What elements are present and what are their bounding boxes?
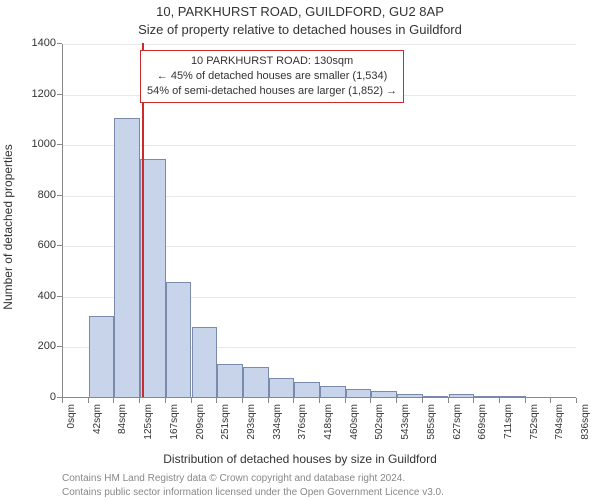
histogram-bar (192, 327, 218, 397)
chart-container: 10, PARKHURST ROAD, GUILDFORD, GU2 8AP S… (0, 0, 600, 500)
histogram-bar (320, 386, 346, 397)
histogram-bar (500, 396, 526, 397)
histogram-bar (449, 394, 475, 397)
y-tick-label: 1000 (0, 138, 56, 150)
footer-attribution: Contains HM Land Registry data © Crown c… (62, 472, 444, 499)
x-tick-label: 836sqm (580, 404, 600, 444)
chart-title: 10, PARKHURST ROAD, GUILDFORD, GU2 8AP (0, 4, 600, 19)
histogram-bar (114, 118, 140, 397)
footer-line-2: Contains public sector information licen… (62, 486, 444, 500)
y-tick-label: 800 (0, 189, 56, 201)
histogram-bar (140, 159, 166, 397)
histogram-bar (371, 391, 397, 397)
histogram-bar (217, 364, 243, 397)
info-line-3: 54% of semi-detached houses are larger (… (147, 84, 397, 99)
histogram-bar (397, 394, 423, 397)
y-tick-label: 400 (0, 290, 56, 302)
y-tick-label: 1200 (0, 88, 56, 100)
histogram-bar (423, 396, 449, 397)
chart-subtitle: Size of property relative to detached ho… (0, 22, 600, 37)
histogram-bar (89, 316, 115, 397)
histogram-bar (243, 367, 269, 397)
histogram-bar (294, 382, 320, 397)
x-axis-label: Distribution of detached houses by size … (0, 452, 600, 466)
histogram-bar (269, 378, 295, 397)
y-tick-label: 0 (0, 391, 56, 403)
info-line-2: ← 45% of detached houses are smaller (1,… (147, 69, 397, 84)
histogram-bar (346, 389, 372, 397)
y-axis-label: Number of detached properties (1, 144, 15, 309)
histogram-bar (166, 282, 192, 397)
y-tick-label: 200 (0, 340, 56, 352)
info-line-1: 10 PARKHURST ROAD: 130sqm (147, 54, 397, 69)
histogram-bar (474, 396, 500, 397)
info-box: 10 PARKHURST ROAD: 130sqm ← 45% of detac… (140, 50, 404, 103)
y-tick-label: 600 (0, 239, 56, 251)
y-tick-label: 1400 (0, 37, 56, 49)
footer-line-1: Contains HM Land Registry data © Crown c… (62, 472, 444, 486)
